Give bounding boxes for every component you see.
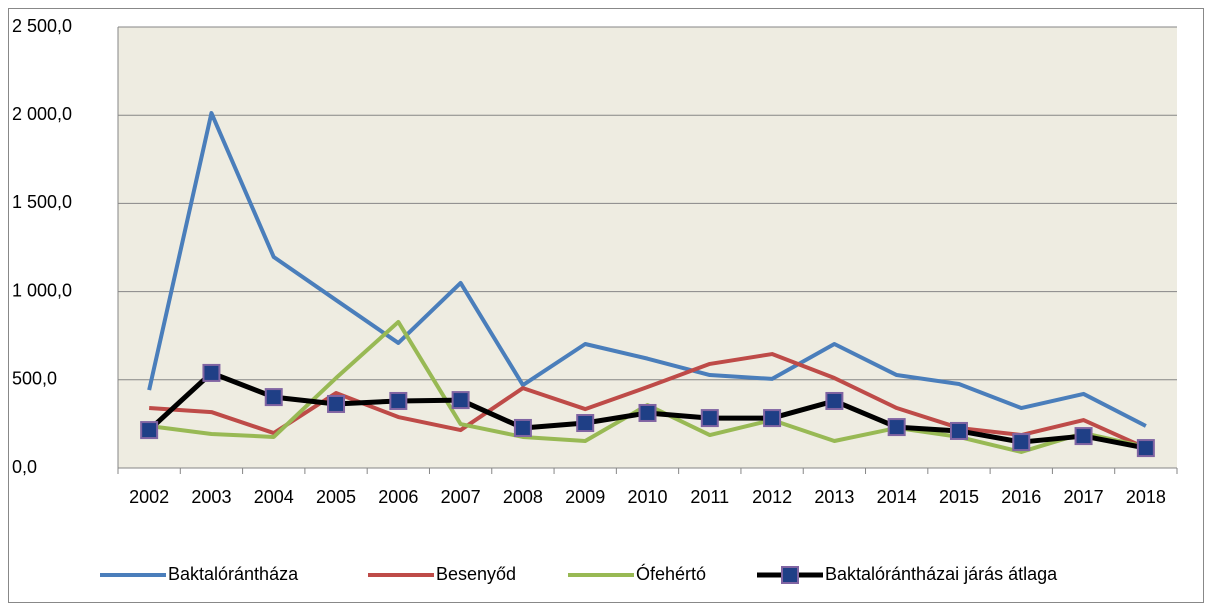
x-tick-label: 2006 xyxy=(378,487,418,507)
x-tick-label: 2018 xyxy=(1126,487,1166,507)
y-tick-label: 2 000,0 xyxy=(12,104,72,124)
marker xyxy=(389,391,408,410)
x-tick-label: 2003 xyxy=(191,487,231,507)
x-tick-label: 2013 xyxy=(814,487,854,507)
y-tick-label: 1 000,0 xyxy=(12,280,72,300)
legend-label: Besenyőd xyxy=(436,564,516,584)
marker xyxy=(1136,439,1155,458)
x-tick-label: 2012 xyxy=(752,487,792,507)
marker xyxy=(576,414,595,433)
marker xyxy=(763,409,782,428)
x-tick-label: 2015 xyxy=(939,487,979,507)
x-tick-label: 2010 xyxy=(627,487,667,507)
x-tick-label: 2002 xyxy=(129,487,169,507)
marker xyxy=(264,388,283,407)
marker xyxy=(638,403,657,422)
legend-label: Baktalórántházai járás átlaga xyxy=(825,564,1058,584)
marker xyxy=(1074,427,1093,446)
legend-marker xyxy=(781,566,799,584)
x-tick-label: 2007 xyxy=(441,487,481,507)
legend-label: Ófehértó xyxy=(636,563,706,584)
x-tick-label: 2016 xyxy=(1001,487,1041,507)
marker xyxy=(949,421,968,440)
marker xyxy=(825,391,844,410)
x-tick-label: 2005 xyxy=(316,487,356,507)
marker xyxy=(513,418,532,437)
x-tick-label: 2008 xyxy=(503,487,543,507)
x-tick-label: 2017 xyxy=(1064,487,1104,507)
marker xyxy=(140,421,159,440)
marker xyxy=(887,418,906,437)
plot-area xyxy=(118,27,1177,468)
marker xyxy=(202,363,221,382)
series-line xyxy=(149,352,1147,450)
series-line xyxy=(147,111,1147,428)
x-tick-label: 2011 xyxy=(690,487,729,507)
marker xyxy=(327,394,346,413)
marker xyxy=(700,409,719,428)
y-tick-label: 1 500,0 xyxy=(12,192,72,212)
marker xyxy=(1012,433,1031,452)
x-tick-label: 2004 xyxy=(254,487,294,507)
y-tick-label: 500,0 xyxy=(12,369,57,389)
y-tick-label: 2 500,0 xyxy=(12,16,72,36)
y-tick-label: 0,0 xyxy=(12,457,37,477)
marker xyxy=(451,391,470,410)
x-tick-label: 2009 xyxy=(565,487,605,507)
legend-label: Baktalórántháza xyxy=(168,564,299,584)
x-tick-label: 2014 xyxy=(877,487,917,507)
